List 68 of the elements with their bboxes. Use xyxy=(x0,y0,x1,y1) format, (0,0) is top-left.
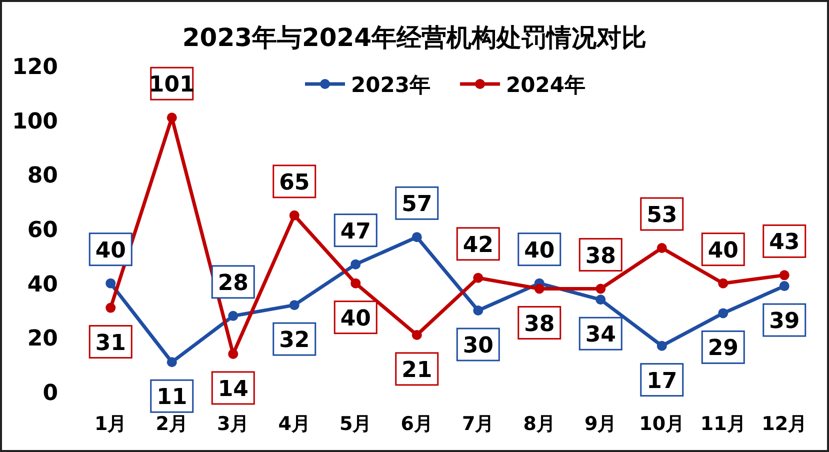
point xyxy=(106,278,116,288)
point xyxy=(412,330,422,340)
data-label: 31 xyxy=(95,330,126,356)
point xyxy=(350,259,361,270)
point xyxy=(718,278,728,288)
y-tick-label: 0 xyxy=(42,381,58,406)
point xyxy=(228,348,238,359)
data-label: 40 xyxy=(708,238,738,264)
point xyxy=(473,272,484,283)
y-tick-label: 60 xyxy=(27,218,58,243)
data-label: 21 xyxy=(402,358,432,383)
data-label: 53 xyxy=(646,203,678,228)
point xyxy=(106,302,116,313)
x-tick-label: 2月 xyxy=(156,413,188,435)
point xyxy=(656,243,667,254)
point xyxy=(718,308,728,318)
data-label: 29 xyxy=(708,336,738,362)
point xyxy=(596,294,606,305)
x-tick-label: 6月 xyxy=(400,413,433,435)
x-tick-label: 5月 xyxy=(340,413,372,435)
data-label: 11 xyxy=(156,385,188,410)
data-label: 38 xyxy=(585,244,616,269)
point xyxy=(779,281,790,292)
point xyxy=(596,284,606,294)
data-label: 39 xyxy=(769,309,800,334)
x-tick-label: 11月 xyxy=(700,413,746,435)
y-tick-label: 120 xyxy=(12,55,58,80)
data-label: 14 xyxy=(218,376,248,402)
x-tick-label: 4月 xyxy=(278,413,310,435)
y-tick-label: 100 xyxy=(12,109,58,134)
point xyxy=(656,340,667,351)
y-tick-label: 20 xyxy=(27,326,58,352)
data-label: 57 xyxy=(402,192,432,218)
data-label: 40 xyxy=(524,238,555,264)
point xyxy=(473,306,484,316)
point xyxy=(350,278,361,288)
point xyxy=(289,210,300,220)
data-label: 38 xyxy=(524,312,555,337)
chart-title: 2023年与2024年经营机构处罚情况对比 xyxy=(182,23,647,52)
data-label: 40 xyxy=(340,306,371,332)
x-tick-label: 12月 xyxy=(762,413,808,435)
x-tick-label: 8月 xyxy=(523,413,556,435)
data-label: 42 xyxy=(462,232,494,258)
point xyxy=(412,232,422,242)
y-tick-label: 40 xyxy=(27,272,58,298)
legend-label: 2023年 xyxy=(351,73,430,97)
x-tick-label: 7月 xyxy=(462,413,494,435)
data-label: 17 xyxy=(646,368,678,394)
point xyxy=(779,270,790,280)
data-label: 40 xyxy=(95,238,126,264)
y-tick-label: 80 xyxy=(27,164,58,189)
data-label: 43 xyxy=(769,230,800,256)
point xyxy=(534,284,544,294)
x-tick-label: 1月 xyxy=(94,413,127,435)
data-label: 30 xyxy=(462,334,494,358)
point xyxy=(166,357,177,368)
point xyxy=(289,300,300,310)
data-label: 28 xyxy=(218,270,248,296)
x-tick-label: 9月 xyxy=(584,413,617,435)
data-label: 32 xyxy=(279,328,310,354)
data-label: 34 xyxy=(585,322,616,348)
x-tick-label: 10月 xyxy=(639,413,685,435)
legend-label: 2024年 xyxy=(506,73,586,97)
point xyxy=(166,112,177,123)
data-label: 65 xyxy=(279,170,310,196)
x-tick-label: 3月 xyxy=(217,413,250,435)
point xyxy=(228,310,238,321)
data-label: 47 xyxy=(340,219,371,244)
